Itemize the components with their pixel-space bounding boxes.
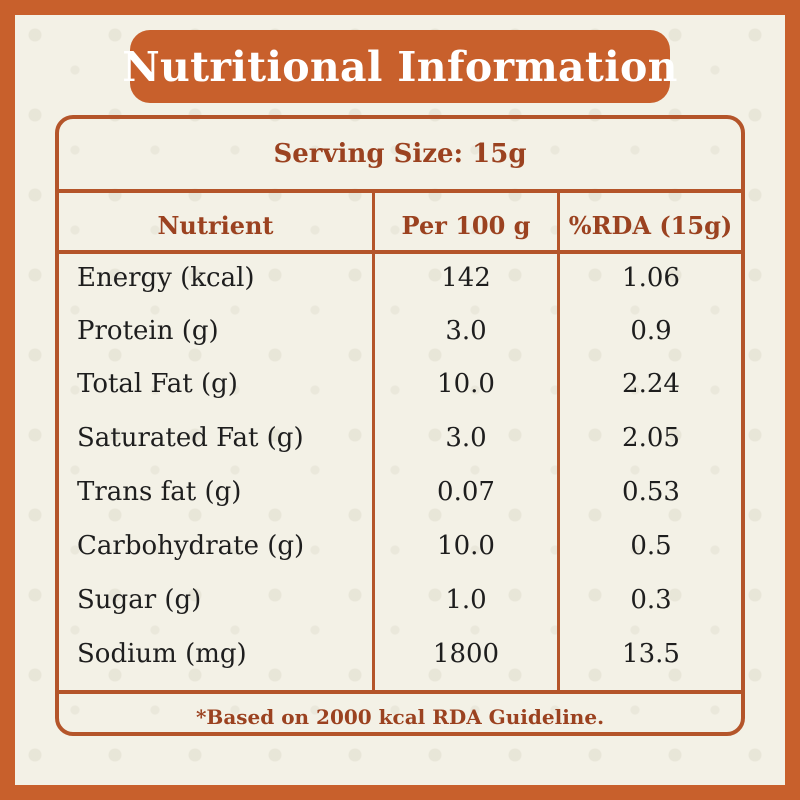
nutrient-name: Saturated Fat (g) bbox=[77, 423, 304, 453]
nutrient-name: Protein (g) bbox=[77, 316, 219, 346]
divider bbox=[59, 690, 741, 694]
table-row: Carbohydrate (g) 10.0 0.5 bbox=[59, 520, 741, 572]
rda-value: 13.5 bbox=[622, 639, 680, 669]
per-100g-value: 3.0 bbox=[445, 316, 487, 346]
rda-value: 0.53 bbox=[622, 477, 680, 507]
column-header-nutrient: Nutrient bbox=[157, 210, 274, 240]
per-100g-value: 10.0 bbox=[437, 531, 495, 561]
nutrient-name: Energy (kcal) bbox=[77, 263, 255, 293]
page-title: Nutritional Information bbox=[122, 30, 677, 103]
footnote: *Based on 2000 kcal RDA Guideline. bbox=[195, 704, 605, 729]
rda-value: 0.5 bbox=[630, 531, 672, 561]
divider bbox=[59, 189, 741, 193]
divider bbox=[59, 250, 741, 254]
column-header-rda: %RDA (15g) bbox=[568, 210, 733, 240]
rda-value: 1.06 bbox=[622, 263, 680, 293]
table-row: Sugar (g) 1.0 0.3 bbox=[59, 574, 741, 626]
nutrient-name: Trans fat (g) bbox=[77, 477, 242, 507]
column-divider bbox=[372, 192, 375, 694]
per-100g-value: 1800 bbox=[432, 639, 500, 669]
nutrient-name: Total Fat (g) bbox=[77, 369, 238, 399]
per-100g-value: 0.07 bbox=[437, 477, 495, 507]
nutrition-table: Serving Size: 15g Nutrient Per 100 g %RD… bbox=[55, 115, 745, 736]
per-100g-value: 142 bbox=[441, 263, 491, 293]
table-row: Sodium (mg) 1800 13.5 bbox=[59, 628, 741, 680]
rda-value: 0.9 bbox=[630, 316, 672, 346]
per-100g-value: 10.0 bbox=[437, 369, 495, 399]
table-row: Saturated Fat (g) 3.0 2.05 bbox=[59, 412, 741, 464]
per-100g-value: 3.0 bbox=[445, 423, 487, 453]
column-header-per-100g: Per 100 g bbox=[401, 210, 531, 240]
rda-value: 0.3 bbox=[630, 585, 672, 615]
column-divider bbox=[557, 192, 560, 694]
per-100g-value: 1.0 bbox=[445, 585, 487, 615]
nutrient-name: Sodium (mg) bbox=[77, 639, 247, 669]
nutrient-name: Sugar (g) bbox=[77, 585, 202, 615]
table-row: Protein (g) 3.0 0.9 bbox=[59, 305, 741, 357]
table-row: Total Fat (g) 10.0 2.24 bbox=[59, 358, 741, 410]
rda-value: 2.24 bbox=[622, 369, 680, 399]
rda-value: 2.05 bbox=[622, 423, 680, 453]
serving-size: Serving Size: 15g bbox=[273, 139, 527, 169]
nutrient-name: Carbohydrate (g) bbox=[77, 531, 305, 561]
table-row: Energy (kcal) 142 1.06 bbox=[59, 252, 741, 304]
table-row: Trans fat (g) 0.07 0.53 bbox=[59, 466, 741, 518]
